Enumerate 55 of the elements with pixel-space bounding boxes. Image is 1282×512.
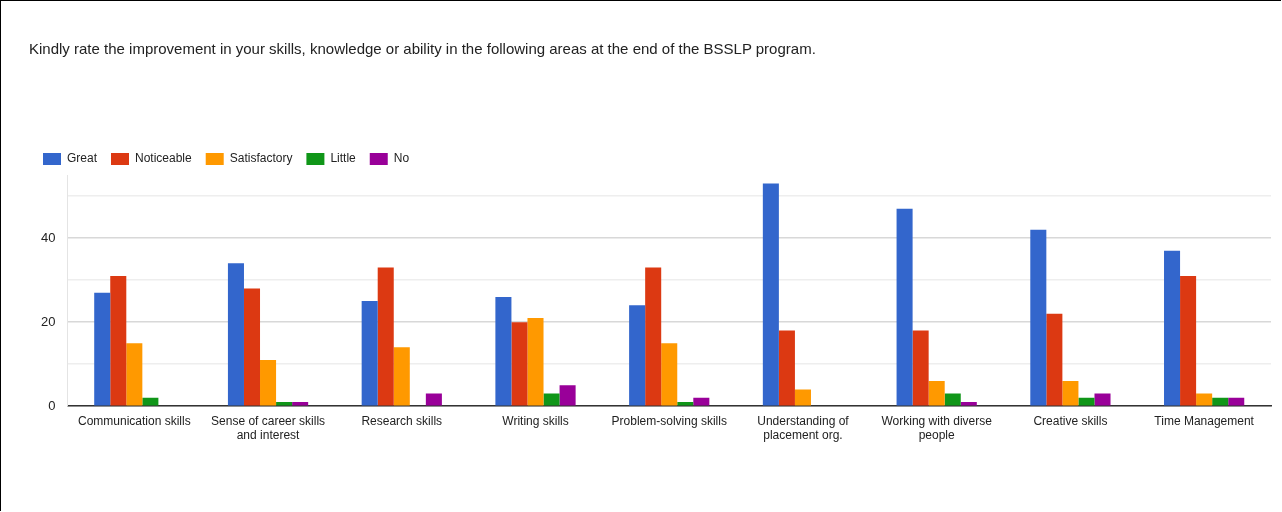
bar [94,292,111,406]
bar [896,208,913,406]
x-tick-label: Understanding of placement org. [757,413,850,443]
y-tick-label: 20 [40,313,56,329]
legend-label: Little [330,151,357,166]
x-tick-label: Research skills [361,413,443,428]
bar [511,322,528,406]
x-tick-label: Creative skills [1033,413,1108,428]
bar [1078,397,1095,406]
bar [1196,393,1213,406]
bar [425,393,442,406]
legend-label: Great [67,151,98,166]
bar [1164,250,1181,406]
bar [1180,275,1197,406]
bar [260,359,277,406]
bar [778,330,795,406]
bar [693,397,710,406]
y-tick-label: 40 [40,229,56,245]
bar [1030,229,1047,406]
legend-label: Noticeable [135,151,193,166]
bar [227,263,244,406]
bar [1046,313,1063,406]
bar [393,347,410,406]
bar [794,389,811,406]
x-tick-label: Working with diverse people [881,413,993,443]
bar [661,343,678,406]
bar [912,330,929,406]
x-tick-label: Time Management [1154,413,1255,428]
bar [559,385,576,406]
x-tick-label: Communication skills [77,413,191,428]
bar [543,393,560,406]
x-tick-label: Writing skills [502,413,569,428]
bar [1228,397,1245,406]
x-tick-label: Sense of career skills and interest [211,413,326,443]
bar [944,393,961,406]
bar [126,343,143,406]
bar [361,301,378,406]
x-tick-label: Problem-solving skills [611,413,727,428]
bar [629,305,646,406]
bar [495,296,512,406]
bar [527,317,544,406]
bar [1062,380,1079,406]
bar [1094,393,1111,406]
chart-title: Kindly rate the improvement in your skills, knowledge or ability in the following areas at the end of the BSSLP program. [29,40,816,58]
bar [1212,397,1229,406]
bar [243,288,261,406]
bar [645,267,662,406]
bar [928,380,945,406]
bar [762,183,779,406]
legend-label: No [393,151,410,166]
legend-label: Satisfactory [229,151,293,166]
bar [142,397,159,406]
y-tick-label: 0 [48,397,56,413]
bar [110,275,127,406]
bar [377,267,394,406]
